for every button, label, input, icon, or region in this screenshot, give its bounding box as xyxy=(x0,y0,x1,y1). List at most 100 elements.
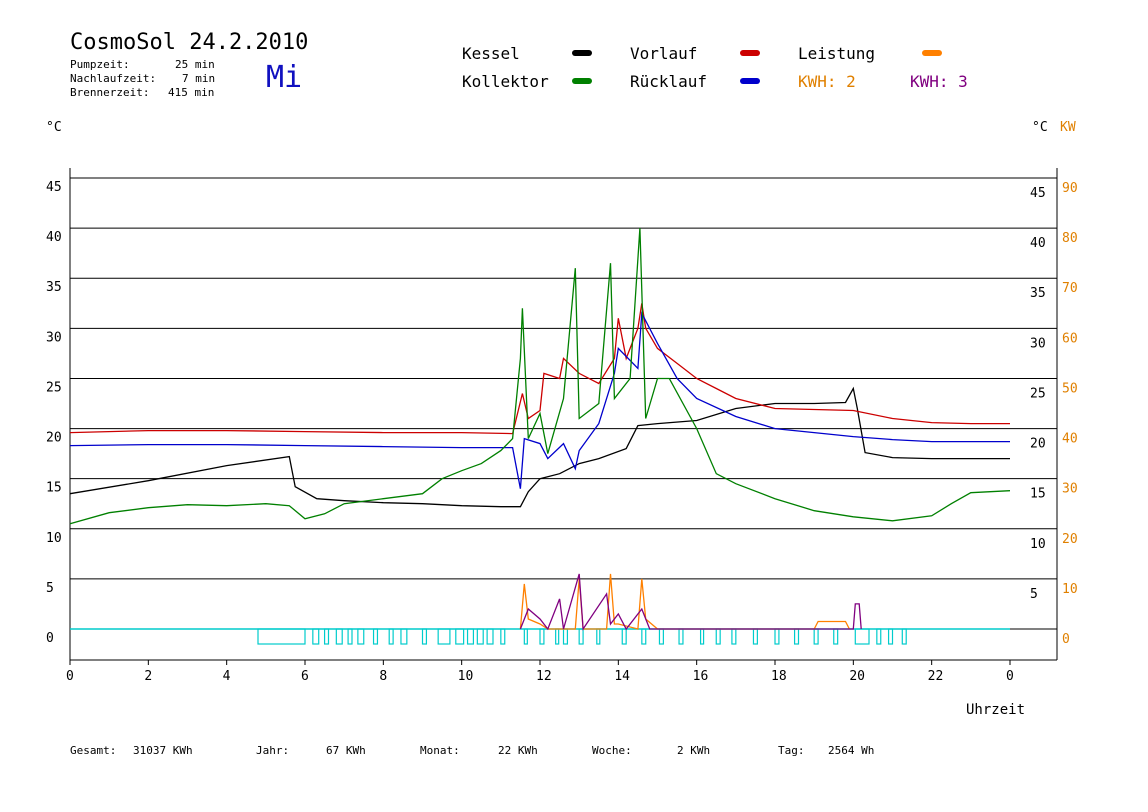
y-tick-label-right: 30 xyxy=(1030,336,1046,351)
right-unit-kw: KW xyxy=(1060,120,1076,135)
y-tick-label-kw: 90 xyxy=(1062,181,1078,196)
x-tick-label: 0 xyxy=(1006,669,1014,684)
chart-title: CosmoSol 24.2.2010 xyxy=(70,30,309,55)
pump-run-box xyxy=(323,628,330,645)
series-line-kessel xyxy=(69,386,1010,508)
pump-run-box xyxy=(388,628,394,645)
y-tick-label-right: 45 xyxy=(1030,186,1046,201)
pump-label: Pumpzeit: xyxy=(70,58,130,71)
y-tick-label-right: 5 xyxy=(1030,587,1038,602)
pump-run-box xyxy=(555,628,560,645)
series-line-vorlauf xyxy=(69,303,1010,435)
y-tick-label-kw: 70 xyxy=(1062,281,1078,296)
pump-run-box xyxy=(813,628,819,645)
pump-run-box xyxy=(731,628,737,645)
legend-leistung-swatch xyxy=(922,50,942,56)
pump-run-box xyxy=(699,628,705,645)
x-tick-label: 12 xyxy=(536,669,552,684)
y-tick-label: 35 xyxy=(46,280,62,295)
footer-gesamt-label: Gesamt: xyxy=(70,744,117,757)
legend-kessel: Kessel xyxy=(462,44,520,63)
legend-kollektor: Kollektor xyxy=(462,72,549,91)
y-tick-label-kw: 80 xyxy=(1062,231,1078,246)
x-tick-label: 4 xyxy=(223,669,231,684)
pump-run-box xyxy=(476,628,484,645)
footer-jahr-value: 67 KWh xyxy=(326,744,366,757)
series-line-r-cklauf xyxy=(69,310,1010,489)
pump-run-box xyxy=(578,628,584,645)
x-tick-label: 18 xyxy=(771,669,787,684)
legend-kollektor-swatch xyxy=(572,78,592,84)
pump-run-box xyxy=(678,628,684,645)
pump-run-box xyxy=(641,628,647,645)
legend-kessel-swatch xyxy=(572,50,592,56)
pump-run-box xyxy=(437,628,451,645)
pump-run-box xyxy=(372,628,379,645)
nach-value: 7 min xyxy=(182,72,216,85)
footer-monat-label: Monat: xyxy=(420,744,460,757)
left-unit: °C xyxy=(46,120,62,135)
y-tick-label-right: 10 xyxy=(1030,537,1046,552)
pump-run-box xyxy=(596,628,601,645)
pump-run-box xyxy=(335,628,343,645)
pump-run-box xyxy=(833,628,839,645)
y-tick-label-kw: 20 xyxy=(1062,532,1078,547)
series-line-leistung xyxy=(519,573,850,630)
weekday-label: Mi xyxy=(266,60,303,95)
x-tick-label: 22 xyxy=(928,669,944,684)
y-tick-label: 30 xyxy=(46,330,62,345)
y-tick-label-kw: 50 xyxy=(1062,381,1078,396)
series-line-kwh-3 xyxy=(519,573,862,631)
pump-run-box xyxy=(312,628,320,645)
pump-run-box xyxy=(539,628,545,645)
pump-run-box xyxy=(466,628,475,645)
pump-run-box xyxy=(500,628,506,645)
x-axis-label: Uhrzeit xyxy=(966,702,1026,718)
y-tick-label: 45 xyxy=(46,180,62,195)
x-tick-label: 0 xyxy=(66,669,74,684)
legend-ruecklauf-swatch xyxy=(740,78,760,84)
x-tick-label: 10 xyxy=(458,669,474,684)
y-tick-label: 25 xyxy=(46,380,62,395)
pump-run-box xyxy=(793,628,800,645)
brenner-label: Brennerzeit: xyxy=(70,86,150,99)
footer-tag-label: Tag: xyxy=(778,744,805,757)
footer-woche-label: Woche: xyxy=(592,744,632,757)
legend-kwh2: KWH: 2 xyxy=(798,72,856,91)
legend-ruecklauf: Rücklauf xyxy=(630,72,708,91)
right-unit: °C xyxy=(1032,120,1048,135)
pump-run-box xyxy=(400,628,408,645)
x-tick-label: 16 xyxy=(693,669,709,684)
pump-run-box xyxy=(257,628,306,645)
pump-run-box xyxy=(486,628,494,645)
y-tick-label-right: 25 xyxy=(1030,386,1046,401)
pump-run-box xyxy=(523,628,528,645)
y-tick-label: 5 xyxy=(46,581,54,596)
pump-run-box xyxy=(887,628,894,645)
x-tick-label: 6 xyxy=(301,669,309,684)
y-tick-label-kw: 60 xyxy=(1062,331,1078,346)
pump-run-box xyxy=(357,628,365,645)
pump-run-box xyxy=(658,628,664,645)
pump-run-box xyxy=(562,628,569,645)
footer-tag-value: 2564 Wh xyxy=(828,744,875,757)
y-tick-label: 10 xyxy=(46,531,62,546)
legend-vorlauf-swatch xyxy=(740,50,760,56)
y-tick-label: 0 xyxy=(46,631,54,646)
y-tick-label: 15 xyxy=(46,481,62,496)
footer-monat-value: 22 KWh xyxy=(498,744,538,757)
legend-vorlauf: Vorlauf xyxy=(630,44,698,63)
y-tick-label-kw: 0 xyxy=(1062,632,1070,647)
x-tick-label: 2 xyxy=(144,669,152,684)
series-line-kollektor xyxy=(69,228,1011,525)
pump-run-box xyxy=(901,628,907,645)
y-tick-label-kw: 40 xyxy=(1062,432,1078,447)
footer-jahr-label: Jahr: xyxy=(256,744,290,757)
pump-run-box xyxy=(854,628,870,645)
footer-gesamt-value: 31037 KWh xyxy=(133,744,193,757)
y-tick-label-right: 40 xyxy=(1030,236,1046,251)
pump-run-box xyxy=(876,628,882,645)
footer-woche-value: 2 KWh xyxy=(677,744,711,757)
y-tick-label: 20 xyxy=(46,431,62,446)
